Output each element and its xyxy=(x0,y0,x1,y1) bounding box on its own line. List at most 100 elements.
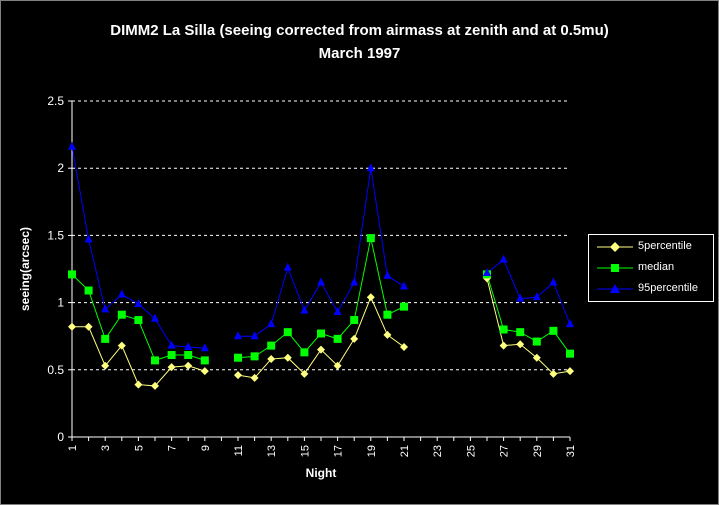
x-tick-label: 31 xyxy=(565,445,577,457)
data-point-95percentile xyxy=(117,289,126,298)
data-point-median xyxy=(84,286,93,295)
data-point-95percentile xyxy=(250,331,259,340)
data-point-5percentile xyxy=(383,330,392,339)
series-line-median xyxy=(486,274,571,354)
x-tick-label: 25 xyxy=(465,445,477,457)
legend-label: 5percentile xyxy=(638,240,692,252)
data-point-median xyxy=(499,325,508,334)
data-point-median xyxy=(68,270,76,279)
legend-swatch-square-icon xyxy=(597,264,633,272)
data-point-5percentile xyxy=(283,353,292,362)
data-point-5percentile xyxy=(84,322,93,331)
data-point-95percentile xyxy=(317,277,325,286)
data-point-95percentile xyxy=(532,292,541,301)
data-point-median xyxy=(267,341,276,350)
x-tick-label: 21 xyxy=(399,445,411,457)
data-point-95percentile xyxy=(383,270,392,279)
y-axis-label: seeing(arcsec) xyxy=(18,226,32,312)
data-point-95percentile xyxy=(483,268,491,277)
chart-title: DIMM2 La Silla (seeing corrected from ai… xyxy=(110,22,609,39)
legend-label: 95percentile xyxy=(638,282,698,294)
data-point-5percentile xyxy=(366,293,375,302)
data-point-95percentile xyxy=(134,298,143,307)
data-point-median xyxy=(234,353,242,362)
data-point-95percentile xyxy=(184,341,193,350)
data-point-median xyxy=(151,356,159,365)
data-point-5percentile xyxy=(549,369,558,378)
series-line-5percentile xyxy=(237,295,405,379)
legend-label: median xyxy=(638,261,675,273)
data-point-median xyxy=(333,334,342,343)
data-point-5percentile xyxy=(68,322,76,331)
data-point-median xyxy=(134,316,143,325)
data-point-median xyxy=(117,310,126,319)
x-tick-label: 13 xyxy=(266,445,278,457)
data-point-5percentile xyxy=(267,355,276,364)
data-point-median xyxy=(383,310,392,319)
legend: 5percentile median 95percentile xyxy=(588,234,714,302)
data-point-5percentile xyxy=(532,353,541,362)
data-point-5percentile xyxy=(167,363,176,372)
data-point-median xyxy=(400,302,408,311)
data-point-95percentile xyxy=(499,254,508,263)
data-point-5percentile xyxy=(151,381,159,390)
data-point-95percentile xyxy=(283,262,292,271)
data-point-95percentile xyxy=(200,343,209,352)
data-point-median xyxy=(283,328,292,337)
data-point-95percentile xyxy=(366,163,375,172)
x-tick-label: 7 xyxy=(167,445,179,451)
y-tick-label: 2 xyxy=(57,161,64,175)
data-point-5percentile xyxy=(234,371,242,380)
data-point-5percentile xyxy=(350,334,359,343)
data-point-95percentile xyxy=(167,340,176,349)
data-point-median xyxy=(532,337,541,346)
data-point-5percentile xyxy=(317,345,325,354)
x-tick-label: 9 xyxy=(200,445,212,451)
data-point-95percentile xyxy=(400,281,408,290)
data-point-5percentile xyxy=(101,361,110,370)
data-point-median xyxy=(366,234,375,243)
x-tick-label: 15 xyxy=(299,445,311,457)
data-point-95percentile xyxy=(566,319,574,328)
data-point-95percentile xyxy=(549,277,558,286)
data-point-95percentile xyxy=(101,304,110,313)
data-point-95percentile xyxy=(151,313,159,322)
data-point-95percentile xyxy=(68,141,76,150)
legend-swatch-diamond-icon xyxy=(597,242,633,252)
x-tick-label: 23 xyxy=(432,445,444,457)
data-point-median xyxy=(101,334,110,343)
x-tick-label: 5 xyxy=(133,445,145,451)
data-point-5percentile xyxy=(200,367,209,376)
x-tick-label: 11 xyxy=(233,445,245,456)
data-point-5percentile xyxy=(134,380,143,389)
data-point-5percentile xyxy=(566,367,574,376)
data-point-5percentile xyxy=(250,373,259,382)
x-tick-label: 19 xyxy=(366,445,378,457)
data-point-5percentile xyxy=(499,341,508,350)
data-point-5percentile xyxy=(516,340,525,349)
data-point-median xyxy=(549,326,558,335)
data-point-95percentile xyxy=(84,234,93,243)
y-tick-label: 0 xyxy=(57,430,64,444)
x-tick-label: 1 xyxy=(67,445,79,451)
data-point-95percentile xyxy=(516,293,525,302)
data-point-5percentile xyxy=(400,342,408,351)
data-point-95percentile xyxy=(300,305,309,314)
data-point-median xyxy=(300,348,309,357)
data-point-5percentile xyxy=(117,341,126,350)
series-line-median xyxy=(237,237,405,359)
y-tick-label: 1.5 xyxy=(47,228,64,242)
data-point-median xyxy=(250,352,259,361)
y-tick-label: 0.5 xyxy=(47,363,64,377)
data-point-5percentile xyxy=(184,361,193,370)
data-point-median xyxy=(350,316,359,325)
series-line-95percentile xyxy=(238,168,405,337)
data-point-95percentile xyxy=(333,307,342,316)
x-tick-label: 3 xyxy=(100,445,112,451)
data-point-median xyxy=(200,356,209,365)
x-axis-label: Night xyxy=(305,466,337,480)
data-point-median xyxy=(184,351,193,360)
data-point-95percentile xyxy=(234,331,242,340)
y-tick-label: 1 xyxy=(57,296,64,310)
